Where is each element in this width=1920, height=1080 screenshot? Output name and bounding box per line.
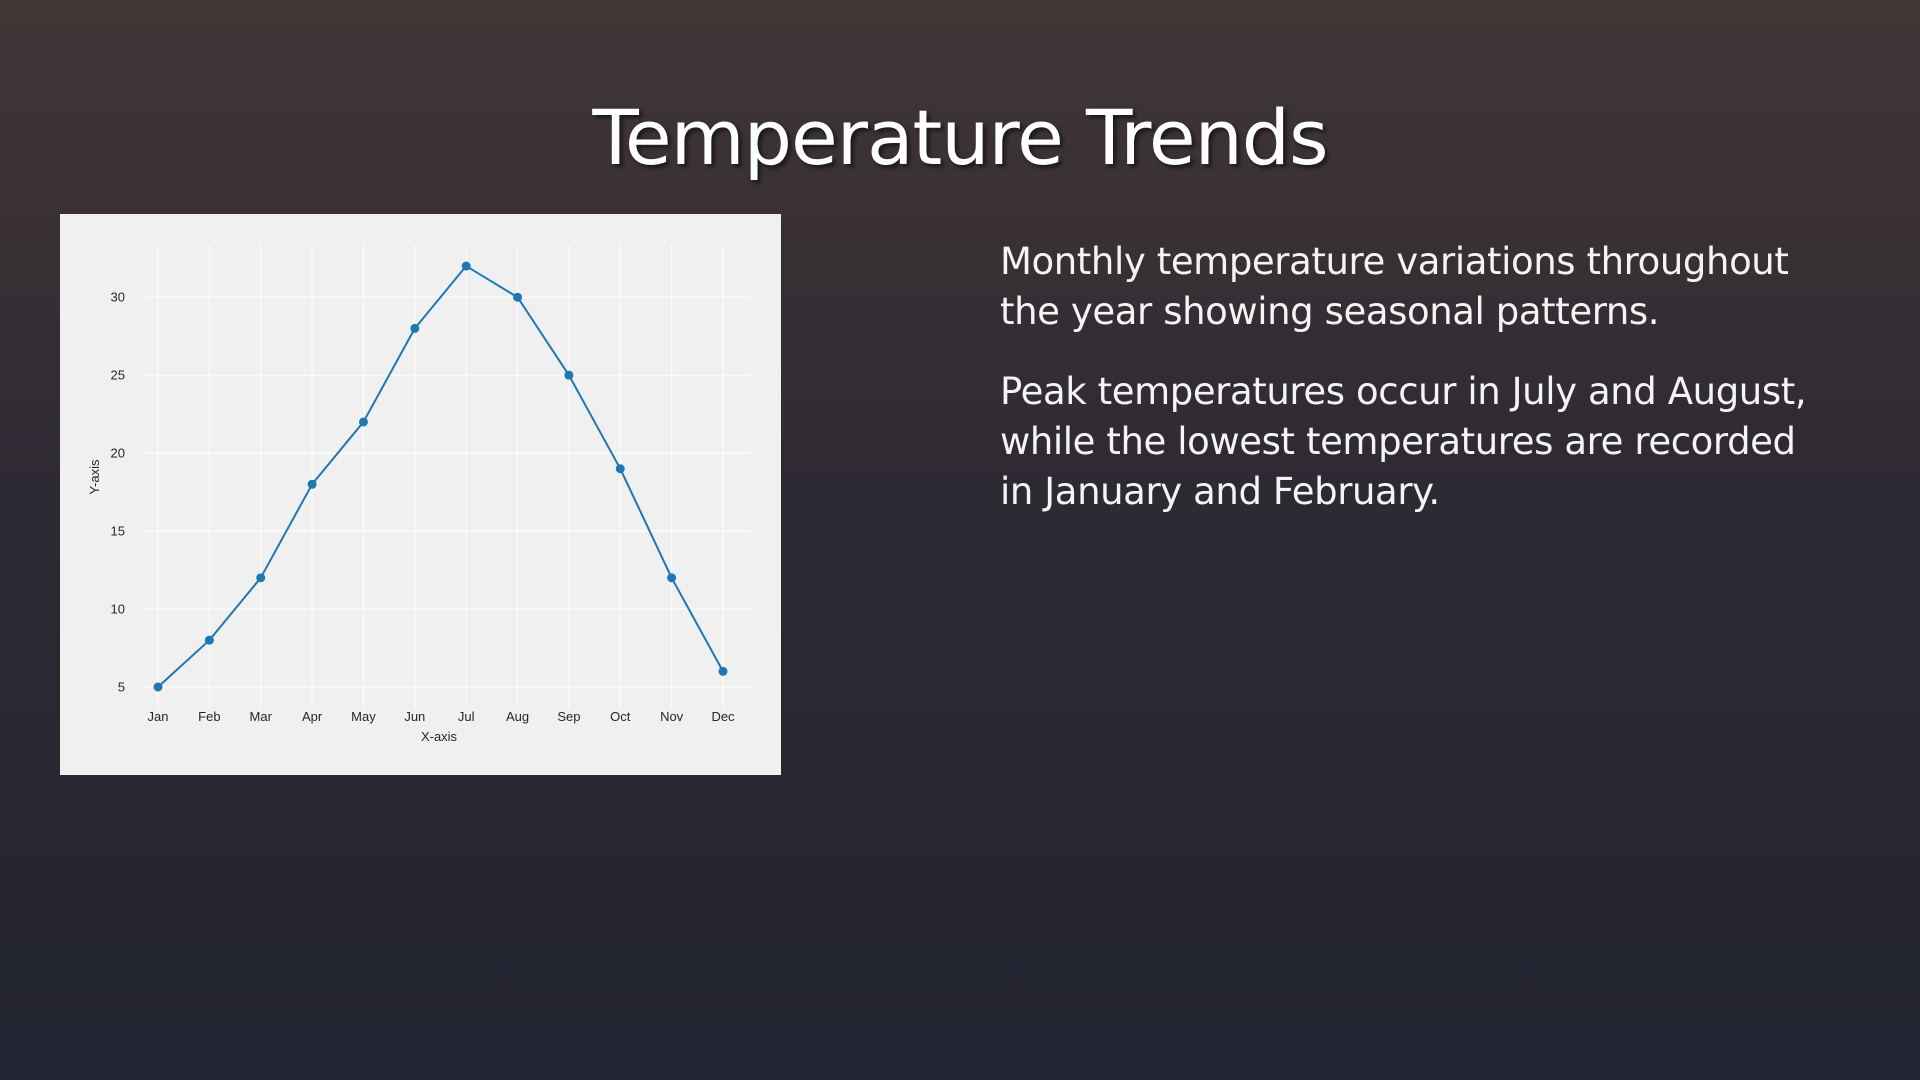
y-axis-label: Y-axis — [87, 459, 102, 494]
data-point-sep — [564, 370, 574, 380]
x-axis-label: X-axis — [421, 729, 458, 744]
y-tick-20: 20 — [111, 446, 125, 461]
data-point-oct — [615, 464, 625, 474]
series-line — [157, 265, 724, 688]
data-point-may — [358, 417, 368, 427]
y-tick-5: 5 — [118, 679, 125, 694]
x-tick-apr: Apr — [302, 709, 323, 724]
x-tick-aug: Aug — [506, 709, 529, 724]
x-tick-jul: Jul — [458, 709, 475, 724]
x-tick-oct: Oct — [610, 709, 631, 724]
x-tick-dec: Dec — [711, 709, 735, 724]
data-point-jan — [153, 682, 163, 692]
paragraph-intro: Monthly temperature variations throughou… — [1000, 240, 1789, 333]
x-tick-labels: Jan Feb Mar Apr May Jun Jul Aug Sep Oct Nov Dec — [148, 709, 736, 724]
x-tick-nov: Nov — [660, 709, 684, 724]
data-points — [153, 261, 728, 692]
y-tick-labels: 5 10 15 20 25 30 — [111, 290, 125, 695]
y-tick-25: 25 — [111, 368, 125, 383]
grid-lines — [146, 245, 750, 708]
chart-svg: Jan Feb Mar Apr May Jun Jul Aug Sep Oct Nov Dec 5 10… — [87, 245, 750, 744]
data-point-jun — [410, 323, 420, 333]
data-point-dec — [718, 666, 728, 676]
data-point-nov — [667, 573, 677, 583]
x-tick-jan: Jan — [148, 709, 169, 724]
x-tick-sep: Sep — [557, 709, 580, 724]
x-tick-feb: Feb — [198, 709, 220, 724]
series-line-group — [157, 265, 724, 688]
data-point-feb — [204, 635, 214, 645]
y-tick-15: 15 — [111, 524, 125, 539]
paragraph-detail: Peak temperatures occur in July and Augu… — [1000, 370, 1807, 513]
x-tick-mar: Mar — [250, 709, 273, 724]
data-point-apr — [307, 479, 317, 489]
data-point-mar — [256, 573, 266, 583]
x-tick-jun: Jun — [404, 709, 425, 724]
data-point-aug — [513, 292, 523, 302]
y-tick-30: 30 — [111, 290, 125, 305]
x-tick-may: May — [351, 709, 376, 724]
data-point-jul — [461, 261, 471, 271]
slide-title: Temperature Trends — [592, 93, 1328, 182]
slide-text: Monthly temperature variations throughou… — [1000, 237, 1830, 547]
line-chart: Jan Feb Mar Apr May Jun Jul Aug Sep Oct Nov Dec 5 10… — [60, 214, 781, 775]
y-tick-10: 10 — [111, 602, 125, 617]
